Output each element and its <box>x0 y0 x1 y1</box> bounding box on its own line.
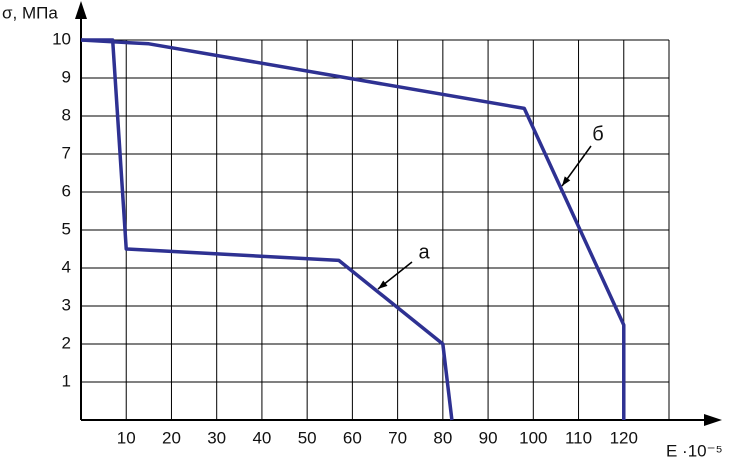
x-axis-title: E ·10⁻⁵ <box>666 441 723 460</box>
x-tick-label: 70 <box>388 428 407 447</box>
y-tick-label: 8 <box>62 105 71 124</box>
y-tick-label: 1 <box>62 371 71 390</box>
x-tick-label: 100 <box>519 428 547 447</box>
y-tick-label: 5 <box>62 219 71 238</box>
x-tick-label: 80 <box>433 428 452 447</box>
y-tick-label: 10 <box>52 29 71 48</box>
x-tick-label: 120 <box>610 428 638 447</box>
curve <box>80 38 626 420</box>
curve-label: б <box>592 123 603 145</box>
x-tick-label: 50 <box>298 428 317 447</box>
x-tick-label: 90 <box>479 428 498 447</box>
y-tick-label: 6 <box>62 181 71 200</box>
x-tick-label: 60 <box>343 428 362 447</box>
x-tick-label: 20 <box>162 428 181 447</box>
y-tick-label: 4 <box>62 257 71 276</box>
curve-label-arrowhead <box>562 176 571 186</box>
x-tick-label: 40 <box>252 428 271 447</box>
x-tick-label: 110 <box>565 428 592 447</box>
y-tick-label: 2 <box>62 333 71 352</box>
x-axis-arrow <box>704 414 722 426</box>
y-tick-label: 9 <box>62 67 71 86</box>
x-tick-label: 30 <box>207 428 226 447</box>
y-axis-arrow <box>75 1 87 19</box>
y-axis-title: σ, МПа <box>2 3 58 22</box>
y-tick-label: 7 <box>62 143 71 162</box>
curve-label: а <box>418 241 430 263</box>
y-tick-label: 3 <box>62 295 71 314</box>
curve-label-arrowhead <box>378 280 388 289</box>
x-tick-label: 10 <box>117 428 136 447</box>
